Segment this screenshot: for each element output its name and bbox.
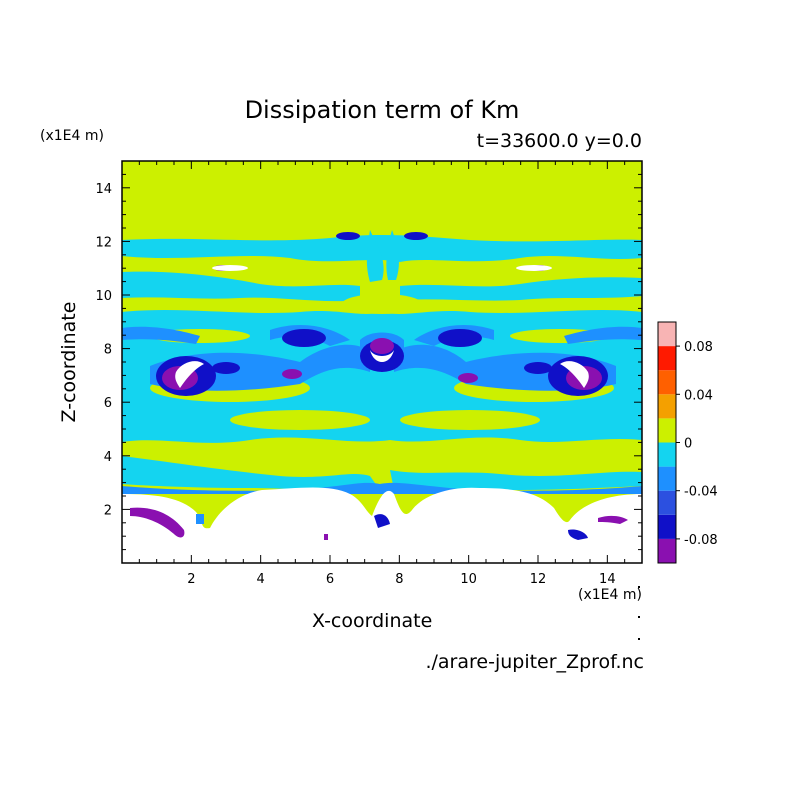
colorbar-swatch bbox=[658, 322, 676, 347]
y-tick-label: 6 bbox=[104, 396, 112, 411]
y-tick-label: 8 bbox=[104, 343, 112, 358]
contour-lower-patches bbox=[130, 507, 628, 540]
corner-marks bbox=[638, 586, 640, 640]
x-axis-ticks: 2 4 6 8 10 12 14 bbox=[121, 161, 643, 587]
x-axis-label: X-coordinate bbox=[312, 610, 433, 632]
colorbar: -0.08 -0.04 0 0.04 0.08 bbox=[657, 321, 718, 564]
colorbar-swatch bbox=[658, 394, 676, 419]
colorbar-tick-label: -0.04 bbox=[684, 485, 718, 500]
chart-title: Dissipation term of Km bbox=[244, 96, 520, 124]
x-tick-label: 14 bbox=[599, 572, 616, 587]
y-tick-label: 12 bbox=[95, 235, 112, 250]
chart-subtitle: t=33600.0 y=0.0 bbox=[476, 130, 642, 152]
contour-out-of-range-upper bbox=[175, 265, 589, 388]
colorbar-swatch bbox=[658, 442, 676, 467]
colorbar-swatch bbox=[658, 538, 676, 563]
x-tick-label: 12 bbox=[530, 572, 547, 587]
contour-band-cyan bbox=[122, 230, 642, 492]
y-axis-unit: (x1E4 m) bbox=[40, 128, 104, 144]
colorbar-swatch bbox=[658, 514, 676, 539]
colorbar-swatch bbox=[658, 346, 676, 371]
y-tick-label: 2 bbox=[104, 503, 112, 518]
colorbar-swatch bbox=[658, 490, 676, 515]
x-tick-label: 4 bbox=[257, 572, 265, 587]
colorbar-tick-label: 0.04 bbox=[684, 388, 713, 403]
x-tick-label: 6 bbox=[326, 572, 334, 587]
y-tick-label: 14 bbox=[95, 182, 112, 197]
colorbar-tick-label: 0 bbox=[684, 437, 692, 452]
x-axis-unit: (x1E4 m) bbox=[578, 587, 642, 603]
x-tick-label: 10 bbox=[460, 572, 477, 587]
y-tick-label: 10 bbox=[95, 289, 112, 304]
colorbar-tick-label: 0.08 bbox=[684, 340, 713, 355]
colorbar-swatch bbox=[658, 466, 676, 491]
colorbar-swatch bbox=[658, 418, 676, 443]
x-tick-label: 8 bbox=[395, 572, 403, 587]
source-filename: ./arare-jupiter_Zprof.nc bbox=[425, 651, 644, 673]
colorbar-swatch bbox=[658, 370, 676, 395]
y-axis-ticks: 2 4 6 8 10 12 14 bbox=[95, 160, 642, 564]
colorbar-tick-label: -0.08 bbox=[684, 533, 718, 548]
x-tick-label: 2 bbox=[187, 572, 195, 587]
contour-fill bbox=[122, 161, 642, 563]
y-tick-label: 4 bbox=[104, 450, 112, 465]
